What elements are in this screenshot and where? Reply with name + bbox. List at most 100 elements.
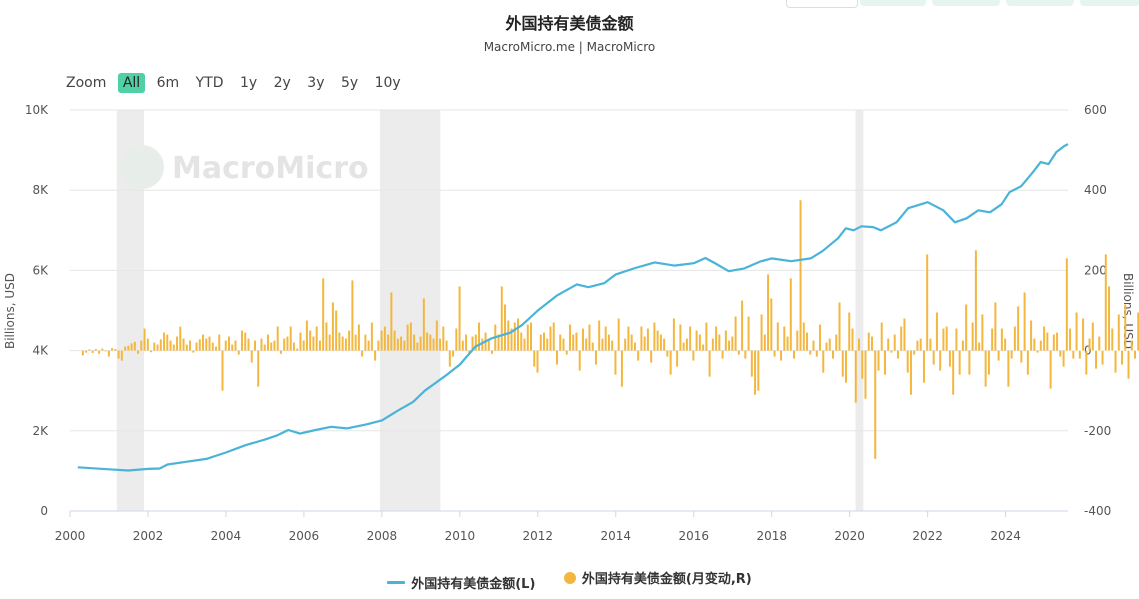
bar (555, 350, 558, 365)
bar (1101, 350, 1104, 365)
chart-subtitle: MacroMicro.me | MacroMicro (483, 40, 656, 54)
zoom-option-6m[interactable]: 6m (156, 75, 180, 91)
bar (445, 340, 448, 351)
bar (702, 344, 705, 351)
bar (409, 322, 412, 351)
bar (1036, 350, 1039, 353)
bar (578, 350, 581, 371)
bar (935, 312, 938, 351)
chart-legend: 外国持有美债金额(L) 外国持有美债金额(月变动,R) (0, 568, 1139, 592)
toolbar-button-4[interactable] (1006, 0, 1074, 6)
bar (390, 292, 393, 351)
bar (562, 338, 565, 351)
zoom-option-2y[interactable]: 2y (273, 75, 291, 91)
bar (1095, 350, 1098, 369)
bar (513, 322, 516, 351)
bar (601, 338, 604, 351)
bar (945, 326, 948, 351)
bar (1013, 326, 1016, 351)
bar (676, 350, 679, 367)
x-tick-label: 2020 (834, 529, 865, 543)
bar (568, 324, 571, 351)
bar (1030, 320, 1033, 351)
x-tick-label: 2014 (601, 529, 632, 543)
toolbar-button-3[interactable] (932, 0, 1000, 6)
bar (400, 336, 403, 351)
x-tick-label: 2006 (289, 529, 320, 543)
bar (948, 350, 951, 367)
toolbar-button-2[interactable] (860, 0, 926, 6)
zoom-option-1y[interactable]: 1y (239, 75, 258, 91)
bar (955, 328, 958, 351)
bar (659, 334, 662, 351)
legend-item-holdings[interactable]: 外国持有美债金额(L) (387, 573, 535, 592)
bar (1065, 258, 1068, 351)
bar (396, 338, 399, 351)
bar (393, 330, 396, 351)
x-tick-label: 2010 (445, 529, 476, 543)
bar (1056, 332, 1059, 351)
zoom-option-all[interactable]: All (117, 73, 146, 93)
bar (653, 322, 656, 351)
bar (552, 322, 555, 351)
x-tick-label: 2008 (367, 529, 398, 543)
bar (828, 338, 831, 351)
bar (182, 338, 185, 351)
zoom-option-10y[interactable]: 10y (374, 75, 401, 91)
zoom-label: Zoom (66, 75, 107, 91)
zoom-option-5y[interactable]: 5y (340, 75, 359, 91)
bar (981, 314, 984, 351)
toolbar-button-5[interactable] (1080, 0, 1139, 6)
bar (370, 322, 373, 351)
bar (130, 343, 133, 351)
x-tick-label: 2022 (912, 529, 943, 543)
bar (539, 334, 542, 351)
bar (922, 350, 925, 383)
bar (189, 340, 192, 351)
bar (620, 350, 623, 387)
chart-title: 外国持有美债金额 (505, 14, 634, 33)
bar (179, 326, 182, 351)
bar (721, 350, 724, 359)
bar (559, 334, 562, 351)
x-tick-label: 2012 (523, 529, 554, 543)
x-tick-label: 2002 (133, 529, 164, 543)
bar (724, 330, 727, 351)
bar (153, 342, 156, 351)
legend-item-monthly-change[interactable]: 外国持有美债金额(月变动,R) (563, 568, 752, 587)
bar (991, 328, 994, 351)
bar (1069, 328, 1072, 351)
bar (88, 349, 91, 351)
bar (406, 324, 409, 351)
toolbar-button-1[interactable] (786, 0, 858, 8)
bar (150, 350, 153, 353)
bar (1108, 286, 1111, 351)
bar (1137, 312, 1139, 351)
bar (364, 334, 367, 351)
zoom-option-3y[interactable]: 3y (307, 75, 325, 91)
bar (896, 350, 899, 359)
bar (533, 350, 536, 367)
y-tick-label: 0 (40, 504, 48, 518)
bar (939, 350, 942, 371)
bar (669, 350, 672, 375)
bar (929, 338, 932, 351)
bar (176, 336, 179, 351)
bar (841, 350, 844, 377)
bar (413, 334, 416, 351)
bar (292, 342, 295, 351)
bar (85, 350, 88, 353)
bar (250, 350, 253, 363)
bar (325, 322, 328, 351)
bar (530, 322, 533, 351)
bar (643, 336, 646, 351)
bar (692, 350, 695, 361)
bar (806, 332, 809, 351)
zoom-option-ytd[interactable]: YTD (195, 75, 224, 91)
bar (383, 326, 386, 351)
bar (435, 320, 438, 351)
bar (767, 274, 770, 351)
bar (961, 340, 964, 351)
bar (296, 348, 299, 351)
bar (887, 338, 890, 351)
